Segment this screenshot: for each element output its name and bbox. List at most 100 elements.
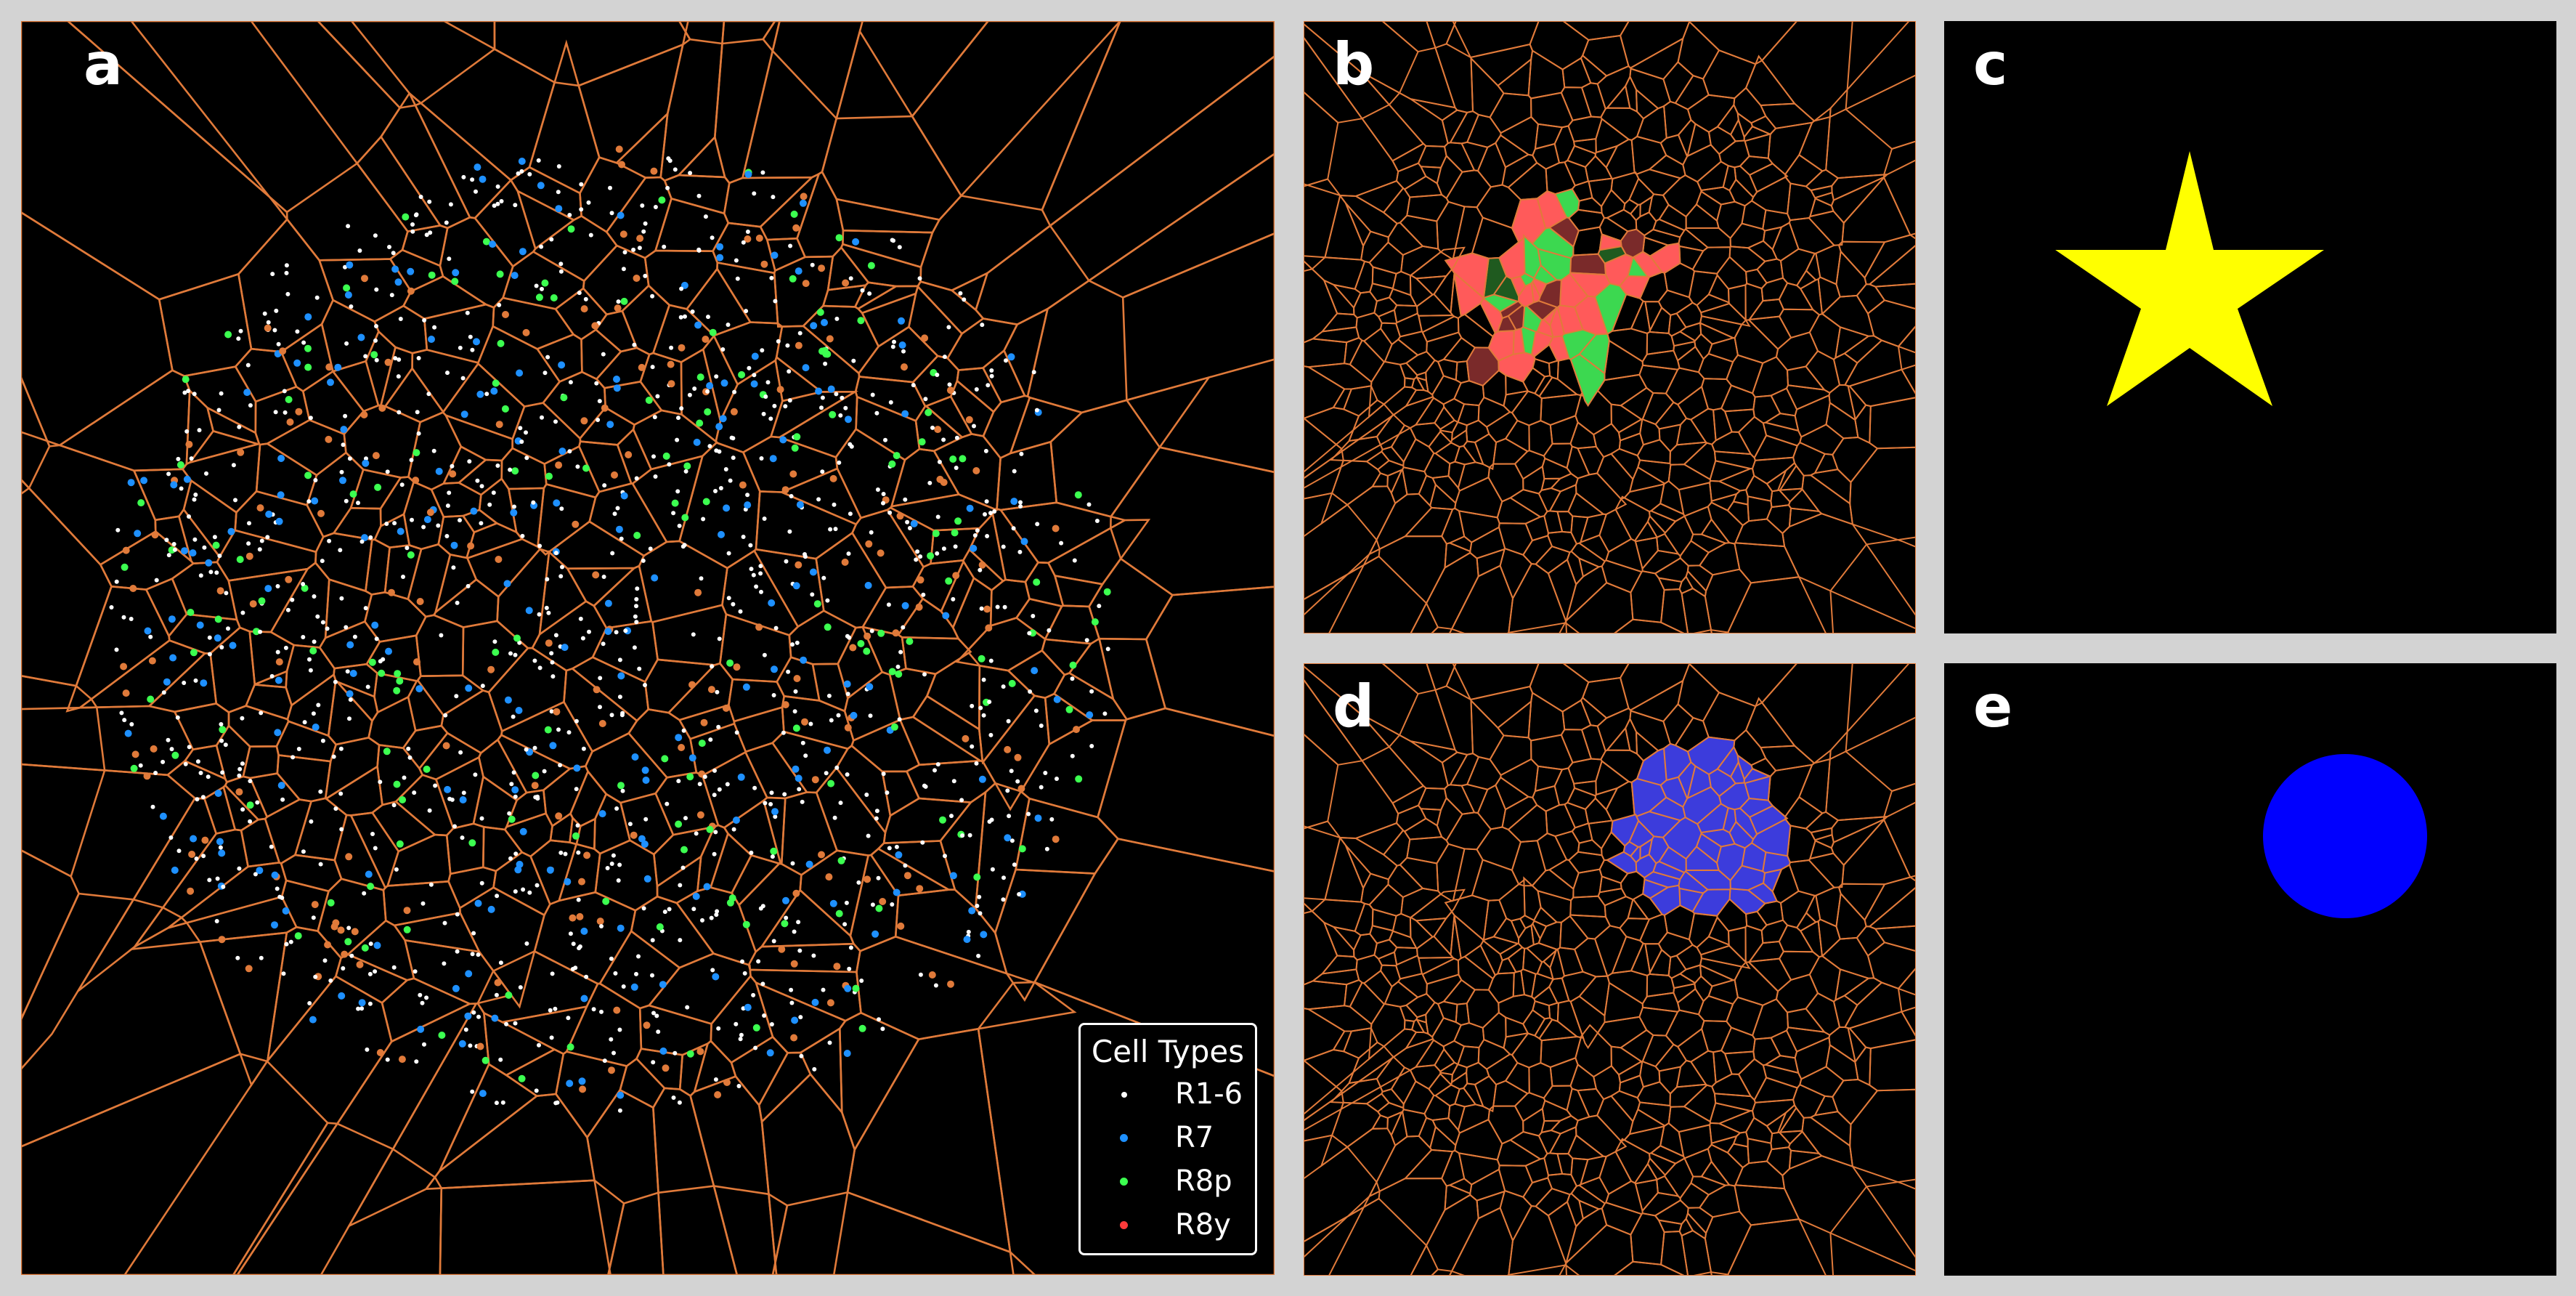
voronoi-cell (1455, 360, 1470, 384)
voronoi-cell (1402, 1080, 1435, 1115)
cell-dot (144, 627, 152, 635)
cell-dot (591, 1007, 596, 1012)
cell-dot (795, 640, 800, 645)
cell-dot (479, 521, 484, 526)
cell-dot (494, 979, 502, 987)
cell-dot (959, 798, 964, 803)
cell-dot (568, 931, 573, 936)
voronoi-cell (411, 349, 479, 414)
voronoi-cell (356, 135, 442, 233)
cell-dot (820, 395, 825, 400)
voronoi-cell (182, 479, 237, 559)
cell-dot (752, 373, 757, 378)
cell-dot (700, 718, 708, 726)
voronoi-cell (1606, 970, 1649, 1005)
cell-dot (857, 640, 865, 647)
voronoi-cell (548, 520, 646, 570)
voronoi-cell (1540, 1035, 1582, 1069)
cell-dot (617, 694, 622, 700)
cell-dot (709, 915, 714, 920)
voronoi-cell (1741, 842, 1767, 872)
legend-item-r1-6: R1-6 (1081, 1076, 1255, 1112)
cell-dot (414, 1059, 419, 1064)
cell-dot (553, 551, 558, 556)
cell-dot (558, 262, 564, 267)
cell-dot (338, 548, 343, 553)
cell-dot (921, 334, 929, 342)
cell-dot (829, 899, 837, 907)
cell-dot (617, 924, 625, 932)
voronoi-cell (1415, 935, 1455, 959)
cell-dot (285, 396, 293, 403)
cell-dot (205, 559, 213, 567)
cell-dot (214, 919, 219, 923)
cell-dot (744, 309, 749, 314)
voronoi-cell (1445, 811, 1492, 851)
voronoi-cell (1837, 883, 1886, 922)
cell-dot (638, 835, 646, 843)
voronoi-cell (504, 1048, 565, 1098)
voronoi-cell (1447, 461, 1466, 490)
cell-dot (986, 383, 991, 388)
cell-dot (109, 605, 114, 609)
cell-dot (939, 816, 946, 824)
voronoi-cell (373, 512, 411, 549)
cell-dot (581, 746, 586, 751)
voronoi-cell (1522, 1008, 1546, 1037)
cell-dot (406, 746, 411, 751)
cell-dot (185, 440, 193, 448)
cell-dot (795, 341, 803, 349)
cell-dot (778, 945, 786, 953)
cell-dot (770, 847, 778, 855)
voronoi-cell (1685, 203, 1720, 230)
cell-dot (605, 866, 610, 870)
cell-dot (1069, 661, 1077, 669)
cell-dot (555, 461, 563, 469)
cell-dot (634, 596, 639, 602)
cell-dot (373, 233, 378, 238)
voronoi-cell (1387, 864, 1424, 899)
cell-dot (739, 481, 747, 489)
cell-dot (553, 1101, 558, 1106)
cell-dot (789, 275, 797, 283)
cell-dot (218, 845, 223, 850)
cell-dot (898, 341, 906, 349)
cell-dot (265, 510, 273, 518)
cell-dot (455, 949, 460, 954)
cell-dot (631, 753, 639, 761)
voronoi-cell (1534, 1017, 1553, 1040)
cell-dot (951, 779, 956, 784)
cell-dot (617, 211, 625, 219)
voronoi-cell (1711, 1073, 1752, 1098)
cell-dot (1017, 785, 1025, 793)
voronoi-cell (1620, 663, 1691, 711)
voronoi-cell (1600, 107, 1645, 141)
cell-dot (651, 574, 659, 582)
cell-dot (975, 904, 980, 908)
cell-dot (253, 628, 260, 636)
cell-dot (960, 833, 965, 838)
voronoi-cell (1431, 475, 1460, 505)
voronoi-cell (1744, 283, 1764, 321)
cell-dot (928, 971, 936, 979)
voronoi-cell (1506, 622, 1581, 633)
cell-dot (197, 428, 202, 433)
cell-dot (392, 521, 397, 526)
cell-dot (476, 952, 481, 957)
voronoi-cell (1759, 745, 1816, 771)
cell-dot (811, 776, 819, 784)
voronoi-cell (1828, 384, 1856, 421)
cell-dot (122, 689, 130, 697)
voronoi-cell (240, 817, 281, 868)
cell-dot (617, 672, 625, 680)
cell-dot (834, 316, 840, 321)
cell-dot (1017, 892, 1022, 896)
voronoi-cell (1409, 916, 1434, 949)
voronoi-cell (1716, 103, 1739, 136)
cell-dot (176, 849, 182, 854)
cell-dot (713, 1077, 718, 1082)
cell-dot (864, 793, 869, 797)
cell-dot (816, 497, 821, 502)
voronoi-cell (1675, 417, 1707, 446)
cell-dot (726, 551, 731, 556)
